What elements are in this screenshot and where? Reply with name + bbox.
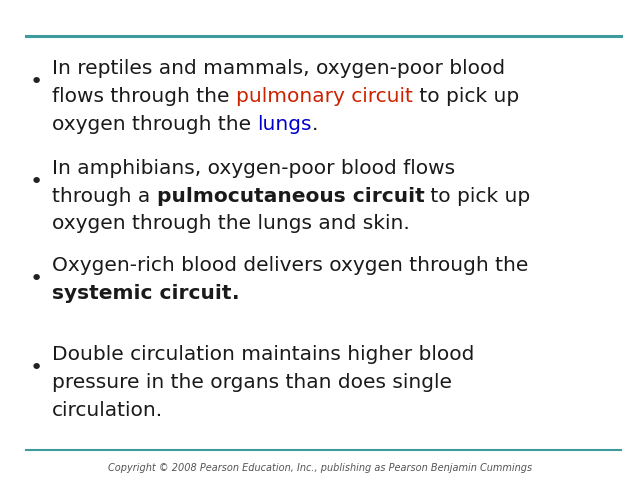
Text: flows through the: flows through the <box>52 87 236 106</box>
Text: .: . <box>232 284 239 303</box>
Text: Double circulation maintains higher blood: Double circulation maintains higher bloo… <box>52 345 474 364</box>
Text: to pick up: to pick up <box>413 87 519 106</box>
Text: •: • <box>30 72 44 92</box>
Text: lungs: lungs <box>257 115 312 134</box>
Text: oxygen through the: oxygen through the <box>52 115 257 134</box>
Text: pulmonary circuit: pulmonary circuit <box>236 87 413 106</box>
Text: pressure in the organs than does single: pressure in the organs than does single <box>52 373 452 392</box>
Text: to pick up: to pick up <box>424 187 531 205</box>
Text: Copyright © 2008 Pearson Education, Inc., publishing as Pearson Benjamin Cumming: Copyright © 2008 Pearson Education, Inc.… <box>108 463 532 473</box>
Text: circulation.: circulation. <box>52 401 163 420</box>
Text: .: . <box>312 115 318 134</box>
Text: systemic circuit: systemic circuit <box>52 284 232 303</box>
Text: Oxygen-rich blood delivers oxygen through the: Oxygen-rich blood delivers oxygen throug… <box>52 256 529 275</box>
Text: In amphibians, oxygen-poor blood flows: In amphibians, oxygen-poor blood flows <box>52 159 455 178</box>
Text: •: • <box>30 269 44 289</box>
Text: pulmocutaneous circuit: pulmocutaneous circuit <box>157 187 424 205</box>
Text: •: • <box>30 172 44 192</box>
Text: oxygen through the lungs and skin.: oxygen through the lungs and skin. <box>52 215 410 233</box>
Text: through a: through a <box>52 187 157 205</box>
Text: In reptiles and mammals, oxygen-poor blood: In reptiles and mammals, oxygen-poor blo… <box>52 60 505 78</box>
Text: •: • <box>30 358 44 378</box>
